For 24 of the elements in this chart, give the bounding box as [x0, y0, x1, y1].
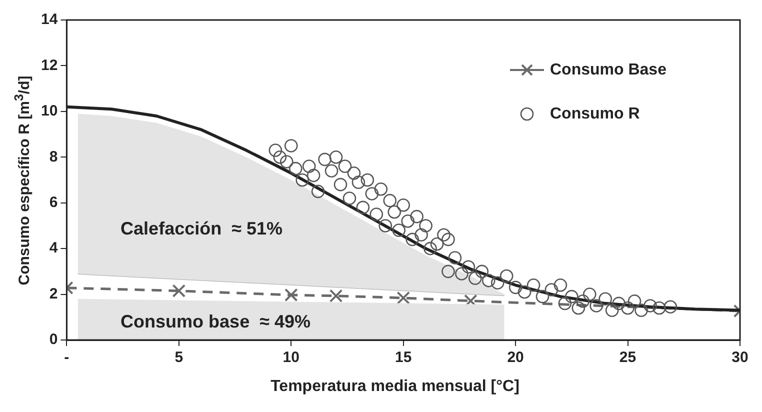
x-tick-label: 20	[507, 349, 524, 366]
point	[396, 291, 410, 305]
annotation: Consumo base ≈ 49%	[120, 311, 310, 332]
x-tick-label: -	[64, 349, 70, 366]
y-tick-label: 2	[49, 285, 58, 302]
x-tick-label: 25	[619, 349, 636, 366]
point	[172, 284, 186, 298]
x-axis-title: Temperatura media mensual [°C]	[270, 378, 520, 396]
legend-label: Consumo R	[550, 105, 640, 122]
point	[284, 288, 298, 302]
annotation: Calefacción ≈ 51%	[120, 218, 283, 239]
x-tick-label: 10	[282, 349, 300, 366]
y-tick-label: 10	[40, 102, 58, 120]
x-tick-label: 5	[174, 349, 184, 366]
y-tick-label: 14	[40, 11, 58, 28]
point	[329, 289, 343, 303]
y-tick-label: 4	[49, 240, 58, 257]
y-tick-label: 12	[40, 56, 58, 74]
y-tick-label: 6	[49, 194, 58, 211]
x-tick-label: 30	[732, 349, 748, 366]
legend-label: Consumo Base	[550, 61, 667, 78]
y-tick-label: 8	[49, 148, 58, 166]
y-tick-label: 0	[49, 331, 58, 348]
x-tick-label: 15	[395, 349, 412, 366]
